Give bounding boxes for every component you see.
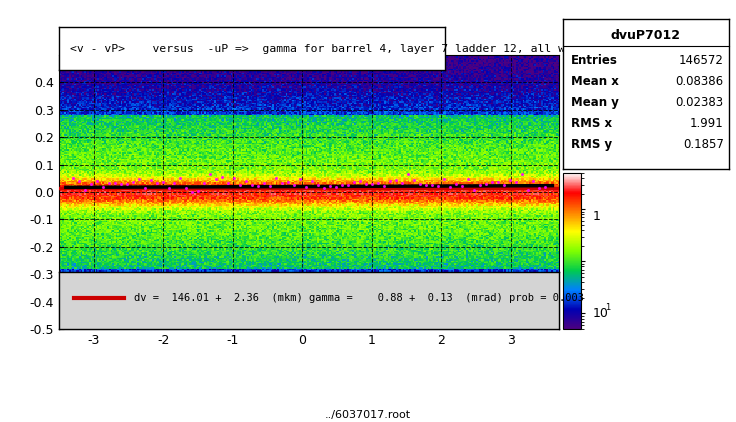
Text: 1.991: 1.991 xyxy=(690,117,723,130)
Text: ../6037017.root: ../6037017.root xyxy=(325,410,411,420)
Text: RMS x: RMS x xyxy=(571,117,612,130)
Text: <v - vP>    versus  -uP =>  gamma for barrel 4, layer 7 ladder 12, all wafers: <v - vP> versus -uP => gamma for barrel … xyxy=(71,43,600,54)
Text: 0.1857: 0.1857 xyxy=(683,138,723,151)
Text: 10: 10 xyxy=(592,307,609,320)
Text: Entries: Entries xyxy=(571,54,618,68)
Text: RMS y: RMS y xyxy=(571,138,612,151)
Text: 1: 1 xyxy=(606,303,611,312)
Text: Mean y: Mean y xyxy=(571,96,619,109)
Text: dvuP7012: dvuP7012 xyxy=(611,30,681,43)
Text: 1: 1 xyxy=(592,210,601,223)
Text: Mean x: Mean x xyxy=(571,76,619,89)
Text: 0.08386: 0.08386 xyxy=(676,76,723,89)
Text: 0.02383: 0.02383 xyxy=(676,96,723,109)
Text: 146572: 146572 xyxy=(679,54,723,68)
Text: dv =  146.01 +  2.36  (mkm) gamma =    0.88 +  0.13  (mrad) prob = 0.003: dv = 146.01 + 2.36 (mkm) gamma = 0.88 + … xyxy=(134,293,584,303)
